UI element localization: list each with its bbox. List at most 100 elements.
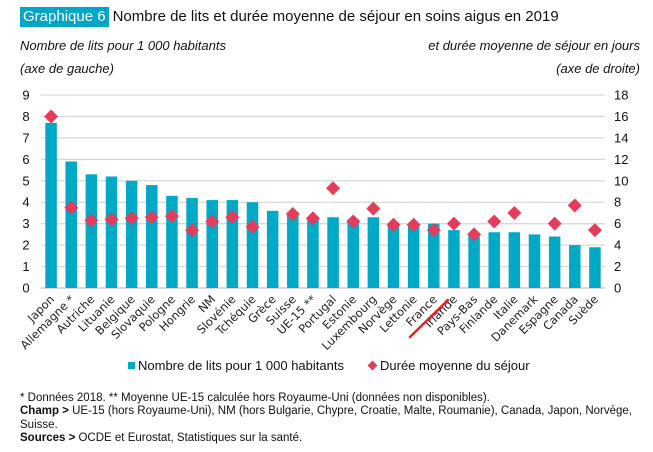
bar (589, 247, 601, 288)
left-tick-label: 2 (22, 238, 29, 253)
left-tick-label: 7 (22, 130, 29, 145)
diamond-marker (366, 201, 381, 216)
champ-text: UE-15 (hors Royaume-Uni), NM (hors Bulga… (20, 405, 632, 431)
diamond-marker (406, 217, 421, 232)
diamond-marker (164, 209, 179, 224)
diamond-marker (144, 210, 159, 225)
bar (548, 236, 561, 288)
right-tick-label: 6 (614, 216, 621, 231)
bar (146, 185, 158, 288)
right-axis-note: (axe de droite) (556, 61, 640, 76)
bar (508, 232, 521, 288)
diamond-marker (326, 181, 341, 196)
bar (407, 225, 420, 288)
right-tick-label: 10 (614, 173, 628, 188)
bar (468, 234, 480, 288)
diamond-marker (305, 211, 320, 226)
footnote-champ: Champ > UE-15 (hors Royaume-Uni), NM (ho… (20, 405, 640, 432)
diamond-marker (64, 200, 79, 215)
bar (428, 223, 440, 288)
right-axis-ticks: 0 2 4 6 8 10 12 14 16 18 (614, 88, 628, 296)
right-tick-label: 18 (614, 88, 628, 103)
diamond-marker (124, 211, 139, 226)
left-tick-label: 0 (22, 281, 29, 296)
bar (387, 223, 400, 288)
bar (327, 217, 339, 288)
legend-label-stay: Durée moyenne du séjour (380, 358, 530, 373)
chart-title-row: Graphique 6 Nombre de lits et durée moyen… (20, 7, 559, 27)
diamond-marker (507, 205, 522, 220)
bar (186, 197, 198, 288)
bar (166, 195, 178, 288)
right-tick-label: 16 (614, 109, 628, 124)
footnote-data: * Données 2018. ** Moyenne UE-15 calculé… (20, 392, 490, 404)
diamond-series (44, 109, 602, 242)
bar (246, 202, 259, 288)
bar (226, 200, 239, 288)
bar (528, 234, 541, 288)
left-tick-label: 3 (22, 216, 29, 231)
bar (287, 215, 299, 288)
left-axis-title: Nombre de lits pour 1 000 habitants (20, 38, 226, 53)
legend-item-stay: Durée moyenne du séjour (367, 358, 530, 373)
sources-text: OCDE et Eurostat, Statistiques sur la sa… (75, 431, 303, 444)
left-axis-ticks: 0 1 2 3 4 5 6 7 8 9 (22, 88, 29, 296)
left-tick-label: 4 (22, 195, 29, 210)
diamond-marker (426, 223, 441, 238)
left-tick-label: 6 (22, 152, 29, 167)
chart-number-badge: Graphique 6 (20, 7, 109, 27)
chart-title: Nombre de lits et durée moyenne de séjou… (112, 8, 559, 25)
champ-label: Champ > (20, 405, 69, 418)
france-annotation-stroke (408, 298, 450, 339)
left-axis-note: (axe de gauche) (20, 61, 114, 76)
diamond-marker (205, 214, 220, 229)
bar (105, 176, 118, 288)
diamond-marker (547, 216, 562, 231)
legend-item-beds: Nombre de lits pour 1 000 habitants (128, 358, 344, 373)
right-tick-label: 0 (614, 281, 621, 296)
bar (206, 200, 218, 288)
left-tick-label: 9 (22, 88, 29, 103)
diamond-marker (446, 216, 461, 231)
diamond-marker (84, 213, 99, 228)
diamond-marker (386, 217, 401, 232)
legend-diamond-icon (367, 360, 378, 371)
right-axis-title: et durée moyenne de séjour en jours (428, 38, 640, 53)
bar (125, 180, 138, 288)
right-tick-label: 8 (614, 195, 621, 210)
diamond-marker (285, 207, 300, 222)
bar-series (45, 122, 601, 288)
bar (347, 219, 359, 288)
diamond-marker (467, 227, 482, 242)
left-tick-label: 1 (22, 259, 29, 274)
diamond-marker (487, 214, 502, 229)
diamond-marker (346, 214, 361, 229)
left-tick-label: 5 (22, 173, 29, 188)
right-tick-label: 4 (614, 238, 621, 253)
bar (307, 217, 319, 288)
diamond-marker (225, 210, 240, 225)
footnote-sources: Sources > OCDE et Eurostat, Statistiques… (20, 432, 640, 445)
bar (266, 210, 279, 288)
diamond-marker (245, 219, 260, 234)
bar (569, 245, 581, 288)
sources-label: Sources > (20, 431, 76, 444)
bar (367, 217, 380, 288)
bar (448, 230, 460, 288)
bar (45, 122, 57, 288)
bar (488, 232, 500, 288)
gridlines (41, 94, 605, 289)
diamond-marker (44, 109, 59, 124)
left-tick-label: 8 (22, 109, 29, 124)
diamond-marker (567, 198, 582, 213)
diamond-marker (104, 212, 119, 227)
bar (85, 174, 98, 288)
right-tick-label: 14 (614, 130, 628, 145)
footnotes: * Données 2018. ** Moyenne UE-15 calculé… (20, 392, 640, 445)
diamond-marker (185, 223, 200, 238)
right-tick-label: 2 (614, 259, 621, 274)
right-tick-label: 12 (614, 152, 628, 167)
legend-label-beds: Nombre de lits pour 1 000 habitants (138, 358, 344, 373)
